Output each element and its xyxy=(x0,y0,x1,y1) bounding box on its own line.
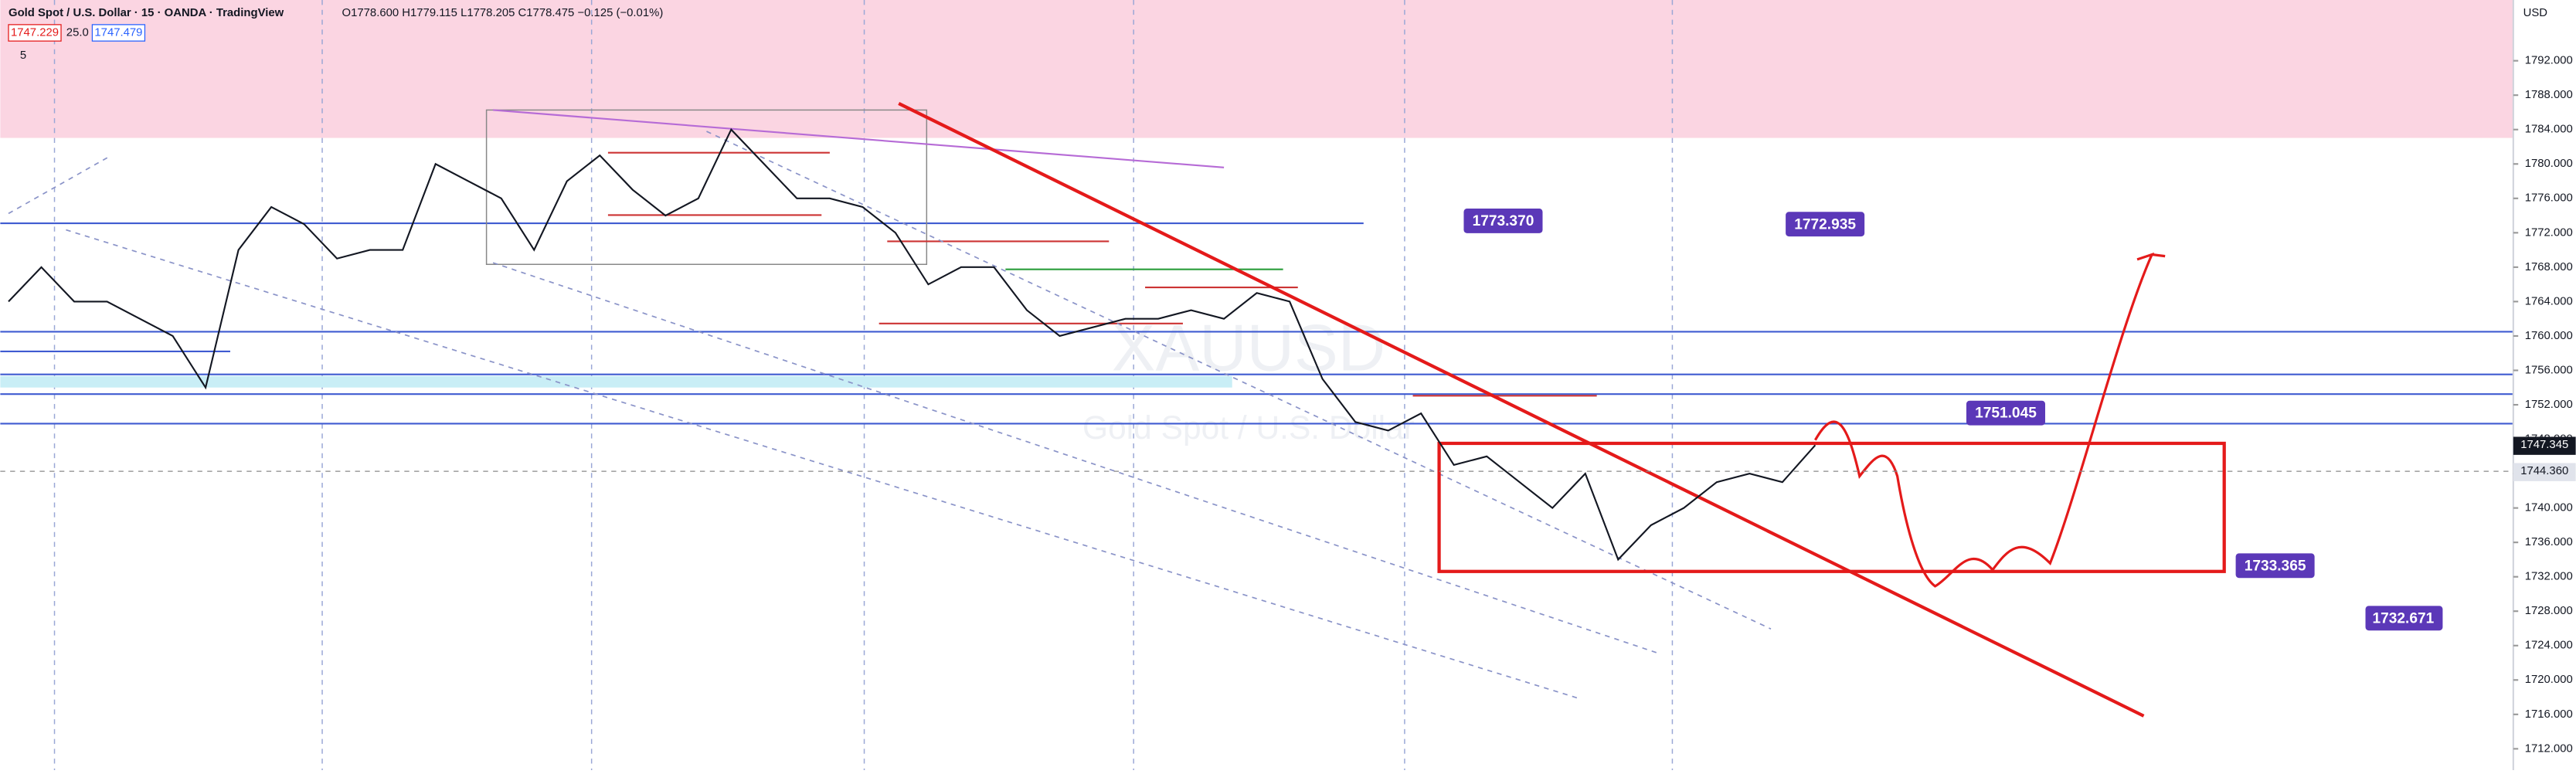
y-tick-label: 1716.000 xyxy=(2525,708,2573,721)
y-tick-label: 1764.000 xyxy=(2525,295,2573,307)
buy-button[interactable] xyxy=(91,24,146,42)
supply-zone xyxy=(0,0,2513,138)
demand-zone xyxy=(0,375,1232,388)
projection-path xyxy=(1813,252,2166,588)
y-tick-label: 1788.000 xyxy=(2525,89,2573,101)
watermark-description: Gold Spot / U.S. Dollar xyxy=(1082,410,1415,446)
last-price-tag xyxy=(2513,436,2576,455)
currency[interactable]: USD xyxy=(2523,7,2548,19)
y-tick-label: 1712.000 xyxy=(2525,742,2573,755)
y-tick-label: 1752.000 xyxy=(2525,399,2573,411)
bid[interactable]: 1747.229 xyxy=(11,26,59,39)
levels xyxy=(0,222,2513,425)
y-tick-label: 1756.000 xyxy=(2525,364,2573,376)
annotation: 1732.671 xyxy=(2373,610,2435,626)
y-tick-label: 1736.000 xyxy=(2525,536,2573,548)
symbol-title: Gold Spot / U.S. Dollar · 15 · OANDA · T… xyxy=(8,7,284,19)
sell-button[interactable] xyxy=(8,24,62,42)
trend-line xyxy=(493,109,1225,168)
box xyxy=(1786,212,1865,237)
annotation: 1751.045 xyxy=(1975,406,2037,422)
box xyxy=(1463,208,1543,233)
box xyxy=(1966,400,2045,426)
range-box xyxy=(485,109,928,265)
box xyxy=(2365,606,2443,631)
box xyxy=(2235,553,2315,579)
y-tick-label: 1724.000 xyxy=(2525,640,2573,652)
indicator-count[interactable]: 5 xyxy=(20,49,26,62)
y-tick-label: 1784.000 xyxy=(2525,124,2573,136)
y-tick-label: 1720.000 xyxy=(2525,674,2573,686)
price-line xyxy=(8,127,1816,562)
spread: 25.0 xyxy=(66,26,89,39)
channel xyxy=(8,131,1772,699)
accumulation-box xyxy=(1437,441,2226,573)
y-tick-label: 1760.000 xyxy=(2525,330,2573,342)
annotation: 1773.370 xyxy=(1473,213,1534,229)
crosshair-price: 1744.360 xyxy=(2520,465,2568,477)
ohlc: O1778.600 H1779.115 L1778.205 C1778.475 … xyxy=(342,7,664,19)
y-tick-label: 1768.000 xyxy=(2525,261,2573,273)
plot xyxy=(8,127,1816,562)
y-tick-label: 1776.000 xyxy=(2525,192,2573,205)
y-tick-label: 1792.000 xyxy=(2525,55,2573,67)
y-tick-label: 1772.000 xyxy=(2525,226,2573,239)
annotation: 1733.365 xyxy=(2245,558,2306,574)
y-tick-label: 1728.000 xyxy=(2525,605,2573,617)
annotation-boxes: 1773.370 1772.935 1751.045 1733.365 1732… xyxy=(1463,208,2443,631)
y-tick-label: 1732.000 xyxy=(2525,571,2573,583)
last-price: 1747.345 xyxy=(2520,439,2568,451)
annotation: 1772.935 xyxy=(1794,216,1856,233)
y-tick-label: 1780.000 xyxy=(2525,158,2573,170)
y-tick-label: 1740.000 xyxy=(2525,502,2573,514)
resistance-marks xyxy=(607,151,1597,397)
ask[interactable]: 1747.479 xyxy=(94,26,142,39)
price-axis xyxy=(2513,0,2576,770)
crosshair-tag xyxy=(2513,463,2576,481)
downtrend-line xyxy=(898,102,2145,718)
